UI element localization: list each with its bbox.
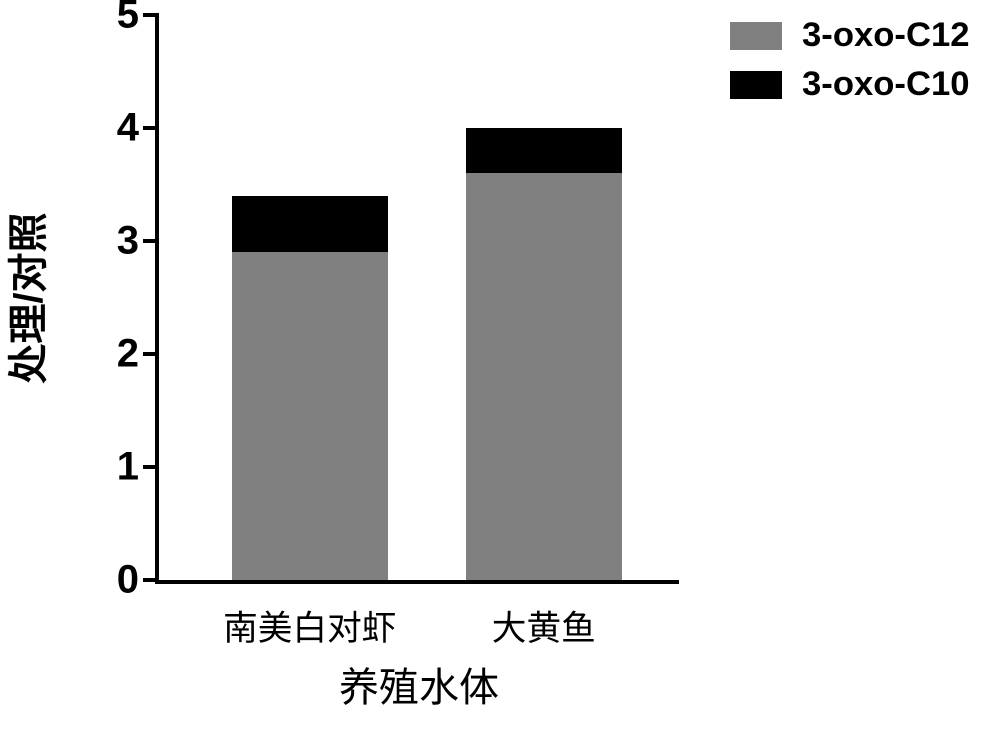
legend-swatch xyxy=(730,22,782,50)
y-tick xyxy=(143,13,159,17)
y-tick-label: 4 xyxy=(117,106,139,151)
bar-segment xyxy=(466,173,622,580)
y-tick-label: 2 xyxy=(117,332,139,377)
x-tick-label: 南美白对虾 xyxy=(223,600,396,650)
y-tick xyxy=(143,465,159,469)
y-tick xyxy=(143,126,159,130)
legend: 3-oxo-C12 3-oxo-C10 xyxy=(730,16,970,114)
legend-label: 3-oxo-C10 xyxy=(802,65,970,104)
y-tick-label: 0 xyxy=(117,558,139,603)
legend-swatch xyxy=(730,71,782,99)
y-tick xyxy=(143,578,159,582)
y-tick xyxy=(143,239,159,243)
y-tick-label: 5 xyxy=(117,0,139,38)
x-axis-label: 养殖水体 xyxy=(339,655,499,713)
legend-item: 3-oxo-C10 xyxy=(730,65,970,104)
y-tick-label: 3 xyxy=(117,219,139,264)
bar-segment xyxy=(232,252,388,580)
y-tick xyxy=(143,352,159,356)
bar-segment xyxy=(466,128,622,173)
y-axis-label: 处理/对照 xyxy=(0,212,54,383)
plot-area: 012345南美白对虾大黄鱼养殖水体 xyxy=(155,15,679,584)
legend-item: 3-oxo-C12 xyxy=(730,16,970,55)
chart-figure: 012345南美白对虾大黄鱼养殖水体 处理/对照 3-oxo-C123-oxo-… xyxy=(0,0,1000,738)
bar-segment xyxy=(232,196,388,253)
y-tick-label: 1 xyxy=(117,445,139,490)
x-tick-label: 大黄鱼 xyxy=(492,600,596,650)
legend-label: 3-oxo-C12 xyxy=(802,16,970,55)
